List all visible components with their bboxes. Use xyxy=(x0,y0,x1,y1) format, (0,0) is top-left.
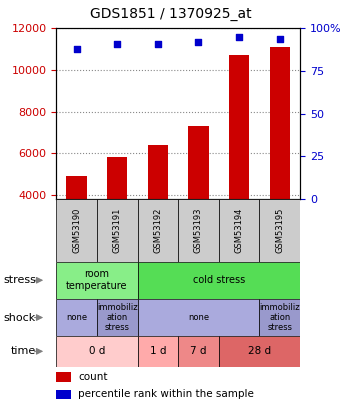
Bar xyxy=(66,176,87,278)
Text: GSM53191: GSM53191 xyxy=(113,207,122,253)
Bar xyxy=(56,299,97,336)
Text: stress: stress xyxy=(3,275,36,285)
Point xyxy=(115,40,120,47)
Text: immobiliz
ation
stress: immobiliz ation stress xyxy=(260,303,300,333)
Point xyxy=(196,39,201,45)
Text: count: count xyxy=(78,372,108,382)
Text: 0 d: 0 d xyxy=(89,346,105,356)
Text: none: none xyxy=(188,313,209,322)
Text: room
temperature: room temperature xyxy=(66,269,128,291)
Text: GSM53194: GSM53194 xyxy=(235,207,243,253)
Bar xyxy=(97,299,137,336)
Bar xyxy=(137,199,178,262)
Text: GSM53193: GSM53193 xyxy=(194,207,203,253)
Text: immobiliz
ation
stress: immobiliz ation stress xyxy=(97,303,137,333)
Point xyxy=(236,34,242,40)
Bar xyxy=(137,336,178,367)
Bar xyxy=(107,157,128,278)
Bar xyxy=(219,336,300,367)
Bar xyxy=(178,336,219,367)
Point xyxy=(74,46,79,52)
Bar xyxy=(56,262,137,299)
Bar xyxy=(137,299,260,336)
Text: 1 d: 1 d xyxy=(150,346,166,356)
Bar xyxy=(148,145,168,278)
Bar xyxy=(260,299,300,336)
Text: cold stress: cold stress xyxy=(193,275,245,285)
Bar xyxy=(137,262,300,299)
Bar xyxy=(229,55,249,278)
Bar xyxy=(188,126,209,278)
Bar xyxy=(97,199,137,262)
Text: GSM53190: GSM53190 xyxy=(72,207,81,253)
Bar xyxy=(56,336,137,367)
Text: none: none xyxy=(66,313,87,322)
Text: shock: shock xyxy=(3,313,36,322)
Point xyxy=(277,35,282,42)
Bar xyxy=(56,199,97,262)
Bar xyxy=(56,390,71,399)
Text: GSM53195: GSM53195 xyxy=(275,207,284,253)
Text: GSM53192: GSM53192 xyxy=(153,207,162,253)
Text: 28 d: 28 d xyxy=(248,346,271,356)
Text: 7 d: 7 d xyxy=(190,346,207,356)
Bar xyxy=(178,199,219,262)
Bar xyxy=(270,47,290,278)
Bar xyxy=(56,372,71,382)
Text: time: time xyxy=(11,346,36,356)
Bar xyxy=(219,199,260,262)
Point xyxy=(155,40,161,47)
Text: percentile rank within the sample: percentile rank within the sample xyxy=(78,390,254,399)
Text: GDS1851 / 1370925_at: GDS1851 / 1370925_at xyxy=(90,7,251,21)
Bar xyxy=(260,199,300,262)
